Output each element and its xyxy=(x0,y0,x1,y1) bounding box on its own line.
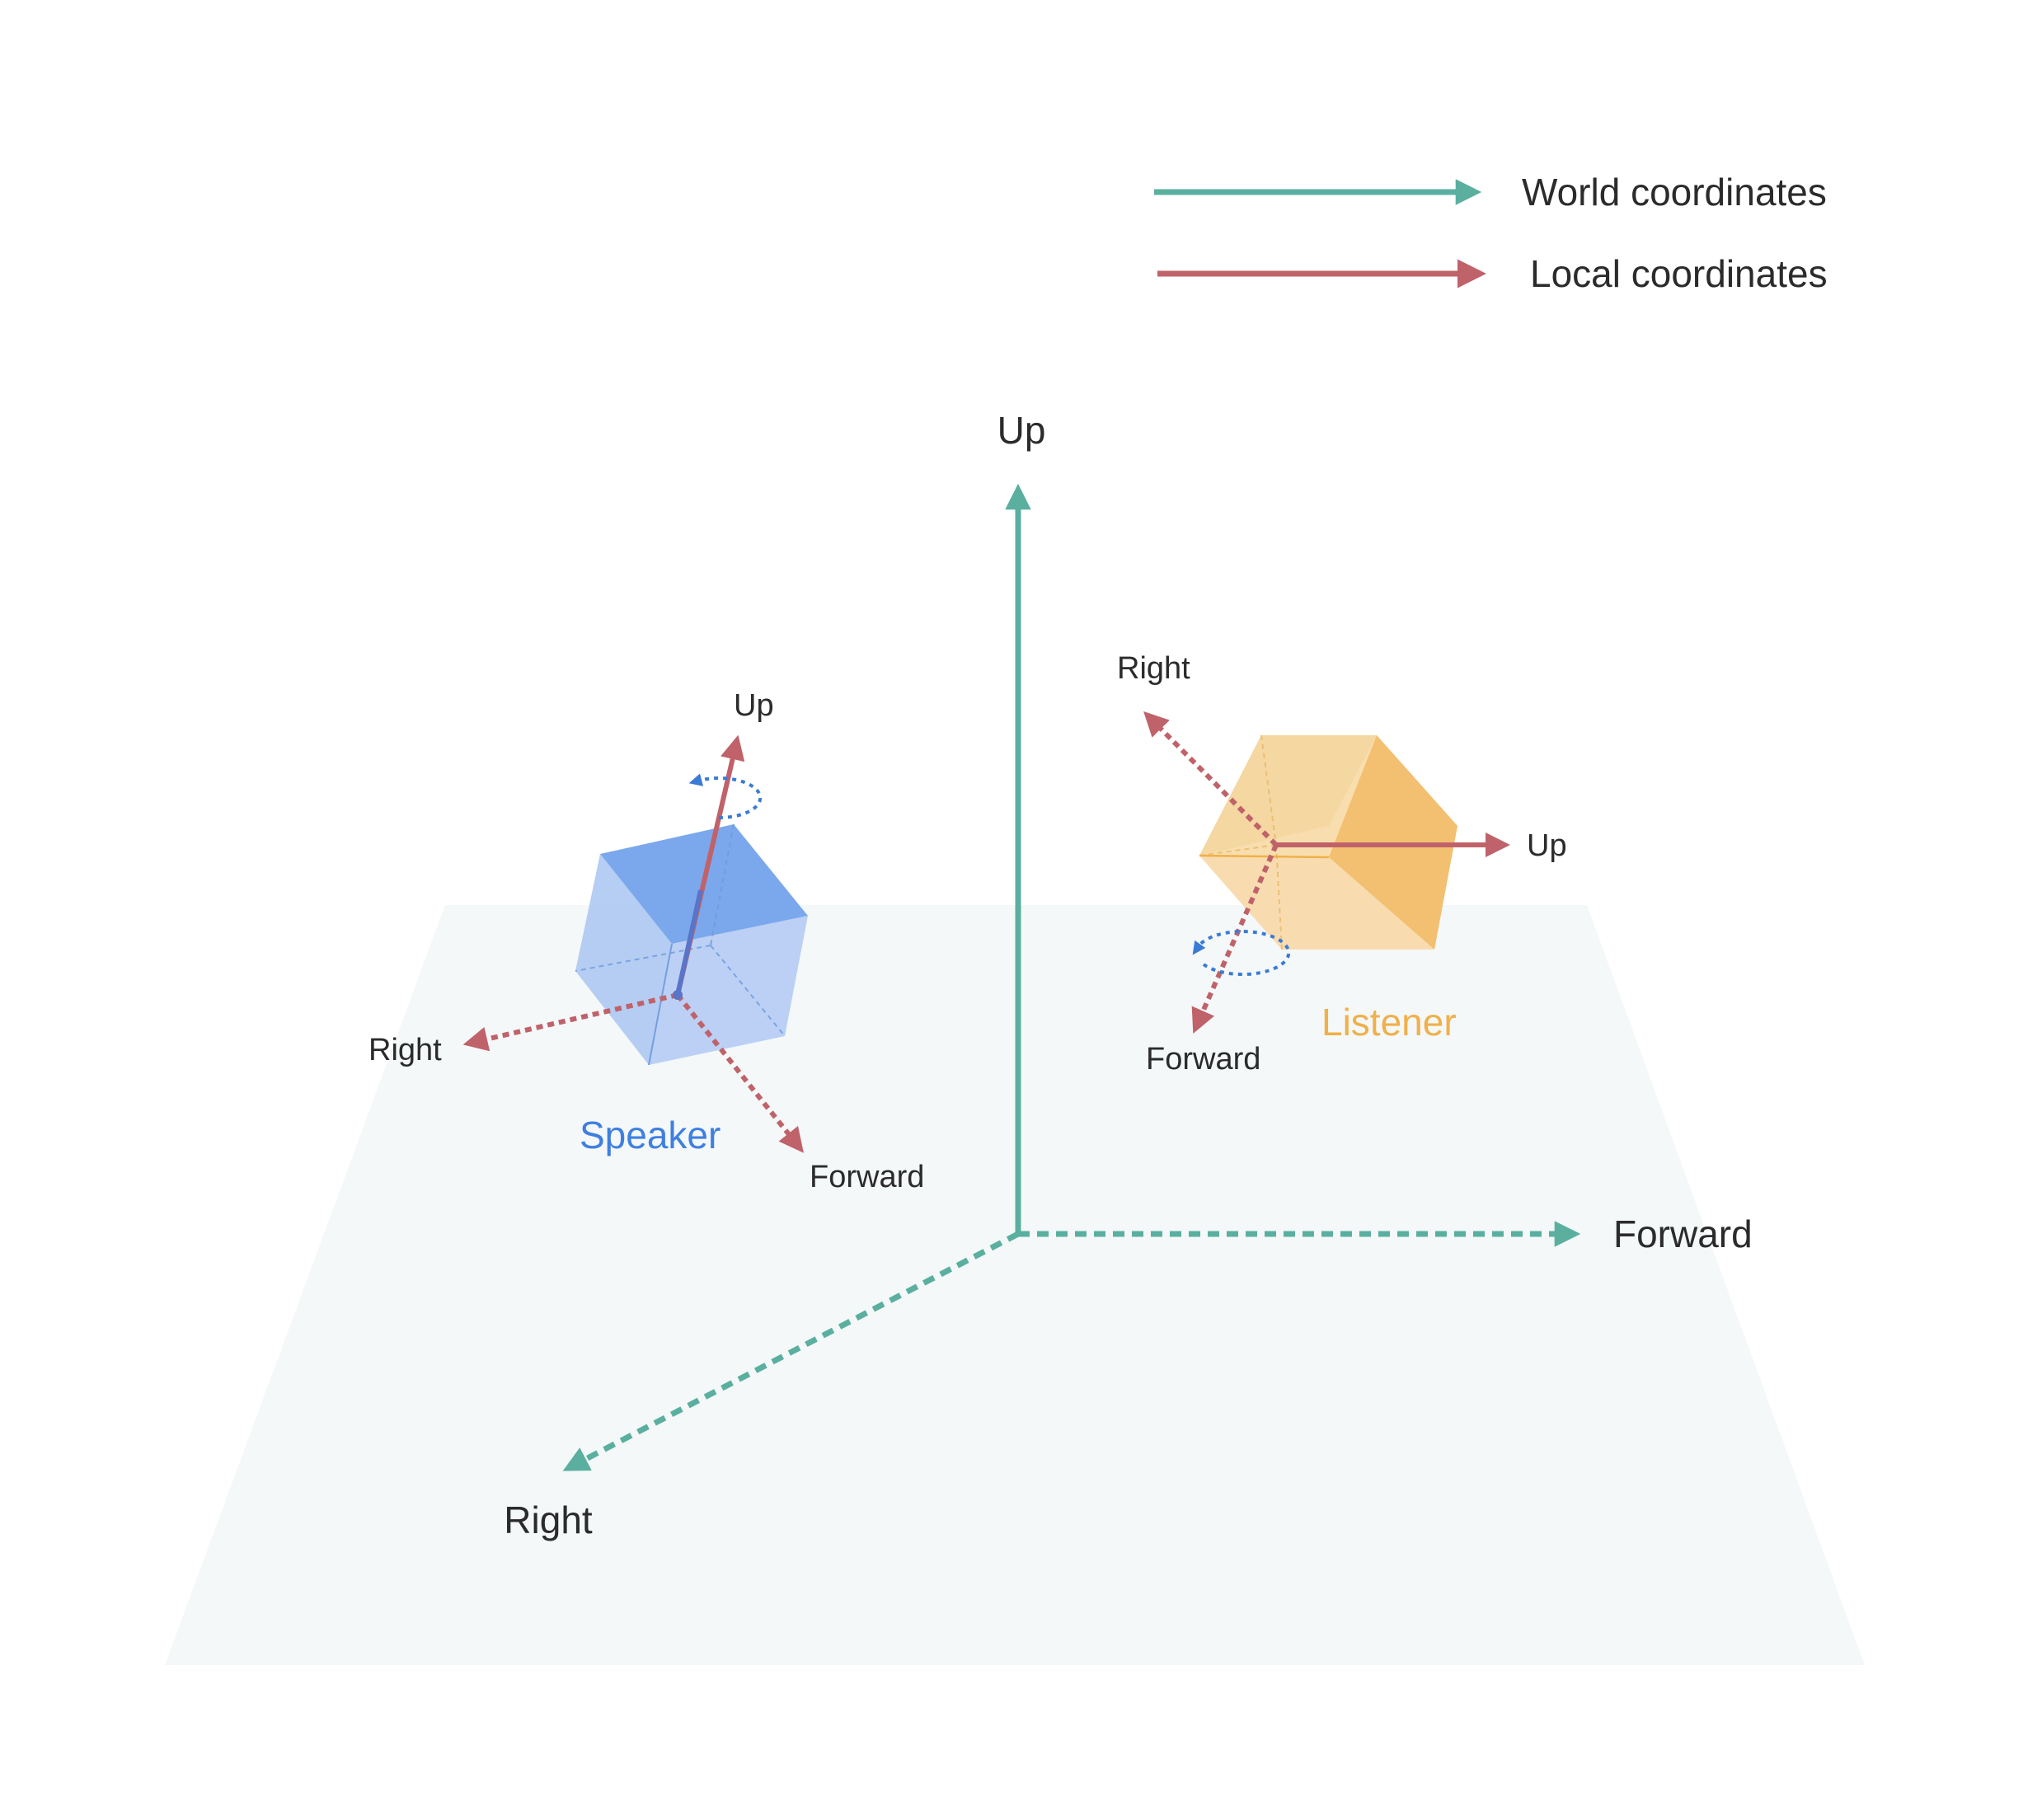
listener-cube-top-face xyxy=(1199,735,1377,856)
listener-forward-label: Forward xyxy=(1146,1042,1260,1077)
legend-local-label: Local coordinates xyxy=(1530,252,1828,295)
speaker-right-axis xyxy=(462,992,678,1052)
world-right-axis xyxy=(562,1231,1020,1471)
world-up-label: Up xyxy=(997,409,1046,452)
listener-cube-bottom-face xyxy=(1199,856,1434,950)
listener-right-axis xyxy=(1143,711,1279,847)
speaker-local-axes: Up Right Forward Speaker xyxy=(368,688,924,1194)
speaker-forward-label: Forward xyxy=(810,1160,924,1194)
listener-local-axes: Right Up Forward Listener xyxy=(1117,651,1567,1077)
world-right-label: Right xyxy=(504,1499,593,1541)
listener-up-label: Up xyxy=(1527,828,1567,863)
floor-plane xyxy=(165,905,1865,1665)
legend: World coordinates Local coordinates xyxy=(1154,171,1828,295)
speaker-forward-axis xyxy=(675,993,804,1153)
speaker-origin xyxy=(673,990,683,1000)
speaker-right-label: Right xyxy=(368,1033,442,1067)
listener-label: Listener xyxy=(1321,1001,1457,1044)
speaker-cube-left-face xyxy=(575,854,672,1065)
speaker-up-label: Up xyxy=(734,688,774,723)
world-forward-label: Forward xyxy=(1613,1213,1753,1255)
speaker-label: Speaker xyxy=(580,1114,720,1156)
speaker-rotation-icon xyxy=(688,773,763,820)
world-axes: Up Forward Right xyxy=(504,409,1752,1541)
speaker-up-axis-inner xyxy=(675,889,703,996)
listener-right-label: Right xyxy=(1117,651,1190,686)
legend-world-label: World coordinates xyxy=(1522,171,1827,213)
